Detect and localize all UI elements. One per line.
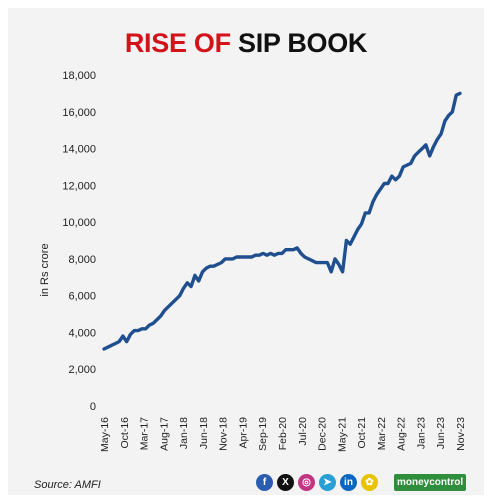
chart-panel: RISE OF SIP BOOK xyxy=(8,8,484,495)
x-tick-label: Oct-21 xyxy=(356,417,368,449)
y-tick-label: 16,000 xyxy=(62,107,96,119)
y-tick-label: 8,000 xyxy=(68,254,96,266)
y-axis: 0 2,000 4,000 6,000 8,000 10,000 12,000 14,000 1… xyxy=(62,70,96,413)
x-tick-label: Oct-16 xyxy=(119,417,131,449)
linkedin-icon[interactable]: in xyxy=(340,474,357,491)
title-part-red: RISE OF xyxy=(124,28,231,58)
x-tick-label: Nov-23 xyxy=(455,417,467,451)
y-tick-label: 2,000 xyxy=(68,364,96,376)
facebook-icon[interactable]: f xyxy=(256,474,273,491)
x-tick-label: Mar-22 xyxy=(376,417,388,450)
x-tick-label: Aug-17 xyxy=(158,417,170,451)
y-tick-label: 0 xyxy=(90,401,96,413)
x-axis: May-16 Oct-16 Mar-17 Aug-17 Jan-18 Jun-18 Nov-… xyxy=(99,417,467,452)
y-tick-label: 12,000 xyxy=(62,180,96,192)
title-part-black: SIP BOOK xyxy=(237,28,368,58)
x-tick-label: Jul-20 xyxy=(297,417,309,446)
snapchat-icon[interactable]: ✿ xyxy=(361,474,378,491)
x-tick-label: Jan-18 xyxy=(178,417,190,449)
y-tick-label: 10,000 xyxy=(62,217,96,229)
series-line xyxy=(102,91,462,351)
x-tick-label: Jan-23 xyxy=(415,417,427,449)
brand-logo: moneycontrol xyxy=(394,474,467,491)
x-tick-label: May-16 xyxy=(99,417,111,452)
y-tick-label: 6,000 xyxy=(68,291,96,303)
x-tick-label: May-21 xyxy=(336,417,348,452)
instagram-icon[interactable]: ◎ xyxy=(298,474,315,491)
chart-title: RISE OF SIP BOOK xyxy=(8,28,484,59)
y-axis-label: in Rs crore xyxy=(39,243,51,296)
x-tick-label: Sep-19 xyxy=(257,417,269,451)
y-tick-label: 18,000 xyxy=(62,70,96,82)
source-note: Source: AMFI xyxy=(34,479,101,491)
x-tick-label: Nov-18 xyxy=(218,417,230,451)
y-tick-label: 14,000 xyxy=(62,144,96,156)
x-tick-label: Apr-19 xyxy=(237,417,249,449)
x-tick-label: Feb-20 xyxy=(277,417,289,450)
x-tick-label: Jun-18 xyxy=(198,417,210,449)
x-tick-label: Aug-22 xyxy=(396,417,408,451)
x-tick-label: Dec-20 xyxy=(317,417,329,451)
social-icons: f X ◎ ➤ in ✿ xyxy=(256,474,378,491)
x-icon[interactable]: X xyxy=(277,474,294,491)
x-tick-label: Jun-23 xyxy=(435,417,447,449)
y-tick-label: 4,000 xyxy=(68,327,96,339)
telegram-icon[interactable]: ➤ xyxy=(319,474,336,491)
x-tick-label: Mar-17 xyxy=(139,417,151,450)
